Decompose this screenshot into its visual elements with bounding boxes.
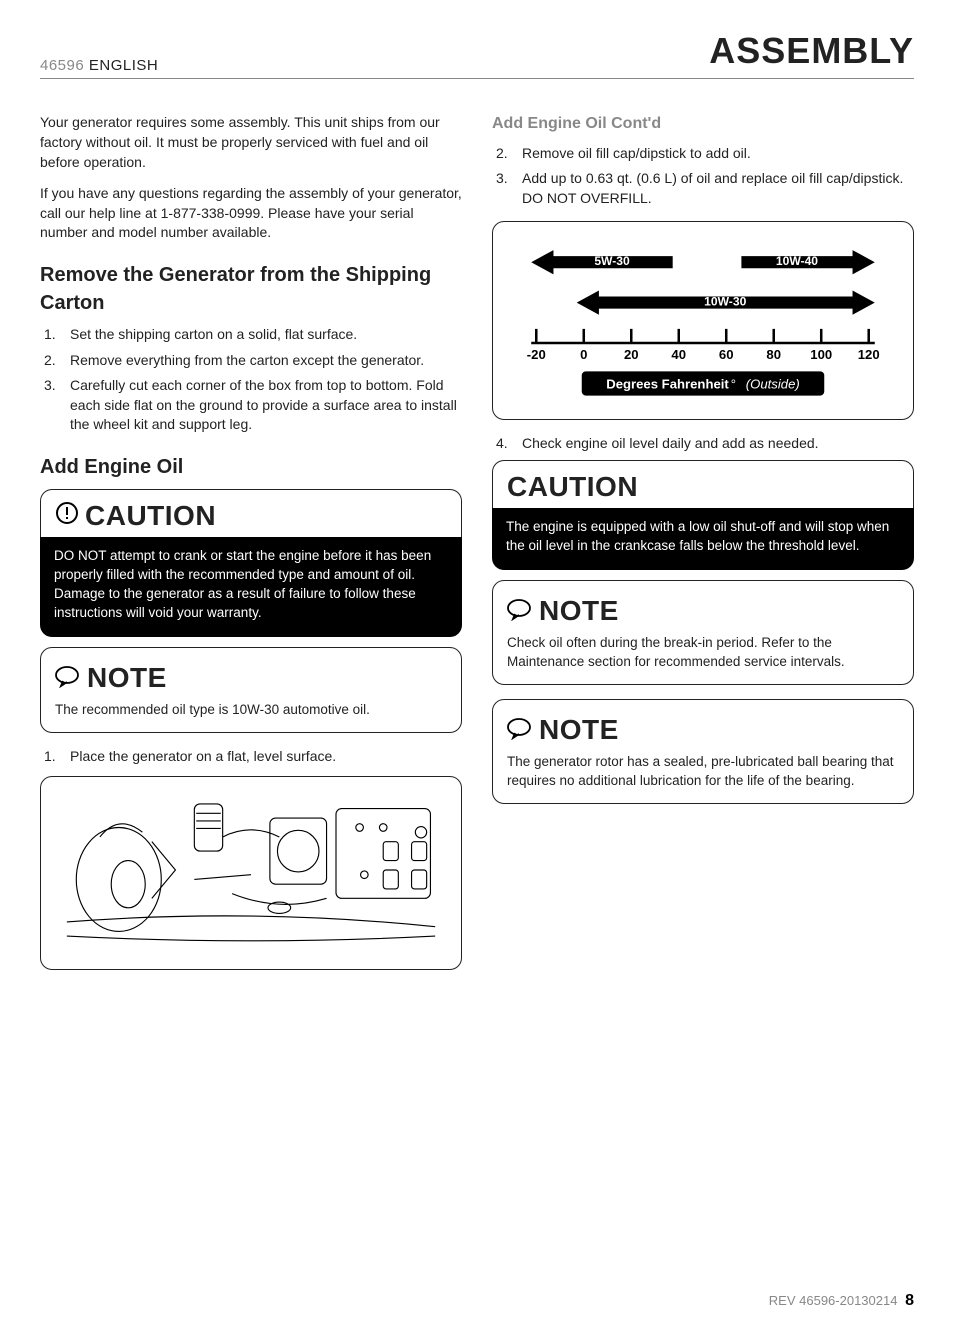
add-oil-steps-left: Place the generator on a flat, level sur… [40, 747, 462, 767]
caution-body: DO NOT attempt to crank or start the eng… [40, 537, 462, 637]
intro-paragraph-2: If you have any questions regarding the … [40, 184, 462, 243]
remove-carton-heading: Remove the Generator from the Shipping C… [40, 261, 462, 317]
note-2-title: NOTE [539, 591, 619, 630]
svg-text:-20: -20 [527, 347, 546, 362]
add-engine-oil-heading: Add Engine Oil [40, 453, 462, 481]
svg-text:0: 0 [580, 347, 587, 362]
note-3-title: NOTE [539, 710, 619, 749]
chart-tick-labels: -20 0 20 40 60 80 100 120 [527, 347, 880, 362]
caution-2-body: The engine is equipped with a low oil sh… [492, 508, 914, 570]
header-language: ENGLISH [89, 57, 158, 74]
arrow-5w30: 5W-30 [531, 250, 672, 274]
note-2-body: Check oil often during the break-in peri… [507, 634, 899, 672]
svg-text:120: 120 [858, 347, 880, 362]
remove-step-2: Remove everything from the carton except… [40, 351, 462, 371]
add-oil-contd-heading: Add Engine Oil Cont'd [492, 113, 914, 135]
note-icon [55, 666, 81, 688]
remove-carton-steps: Set the shipping carton on a solid, flat… [40, 325, 462, 435]
add-oil-steps-right-a: Remove oil fill cap/dipstick to add oil.… [492, 144, 914, 209]
arrow-10w30: 10W-30 [577, 290, 875, 314]
add-oil-step-4: Check engine oil level daily and add as … [492, 434, 914, 454]
note-body: The recommended oil type is 10W-30 autom… [55, 701, 447, 720]
page-header: 46596 ENGLISH ASSEMBLY [40, 26, 914, 79]
label-5w30: 5W-30 [594, 254, 630, 268]
arrow-10w40: 10W-40 [741, 250, 874, 274]
right-column: Add Engine Oil Cont'd Remove oil fill ca… [492, 113, 914, 984]
caution-icon [55, 496, 79, 535]
page-number: 8 [905, 1292, 914, 1309]
note-callout-3: NOTE The generator rotor has a sealed, p… [492, 699, 914, 804]
svg-text:20: 20 [624, 347, 639, 362]
page-footer: REV 46596-20130214 8 [769, 1290, 914, 1312]
note-title: NOTE [87, 658, 167, 697]
left-column: Your generator requires some assembly. T… [40, 113, 462, 984]
remove-step-1: Set the shipping carton on a solid, flat… [40, 325, 462, 345]
remove-step-3: Carefully cut each corner of the box fro… [40, 376, 462, 435]
caution-callout-2: CAUTION The engine is equipped with a lo… [492, 460, 914, 570]
oil-viscosity-chart: 5W-30 10W-40 10W-30 [492, 221, 914, 421]
caution-title: CAUTION [85, 496, 216, 535]
revision-code: REV 46596-20130214 [769, 1293, 898, 1308]
svg-text:100: 100 [810, 347, 832, 362]
caution-2-title: CAUTION [507, 467, 638, 506]
add-oil-steps-right-b: Check engine oil level daily and add as … [492, 434, 914, 454]
note-callout: NOTE The recommended oil type is 10W-30 … [40, 647, 462, 733]
note-callout-2: NOTE Check oil often during the break-in… [492, 580, 914, 685]
model-number: 46596 [40, 57, 84, 74]
add-oil-step-1: Place the generator on a flat, level sur… [40, 747, 462, 767]
note-icon [507, 599, 533, 621]
svg-text:80: 80 [766, 347, 781, 362]
chart-ticks [531, 328, 875, 342]
section-title: ASSEMBLY [709, 26, 914, 76]
caution-callout: CAUTION DO NOT attempt to crank or start… [40, 489, 462, 637]
label-10w30: 10W-30 [704, 294, 746, 308]
generator-illustration [40, 776, 462, 970]
add-oil-step-2: Remove oil fill cap/dipstick to add oil. [492, 144, 914, 164]
intro-paragraph-1: Your generator requires some assembly. T… [40, 113, 462, 172]
note-3-body: The generator rotor has a sealed, pre-lu… [507, 753, 899, 791]
svg-text:40: 40 [671, 347, 686, 362]
label-10w40: 10W-40 [776, 254, 818, 268]
add-oil-step-3: Add up to 0.63 qt. (0.6 L) of oil and re… [492, 169, 914, 208]
chart-axis-label: Degrees Fahrenheit° (Outside) [606, 376, 800, 391]
note-icon [507, 718, 533, 740]
svg-text:60: 60 [719, 347, 734, 362]
header-left: 46596 ENGLISH [40, 55, 158, 76]
